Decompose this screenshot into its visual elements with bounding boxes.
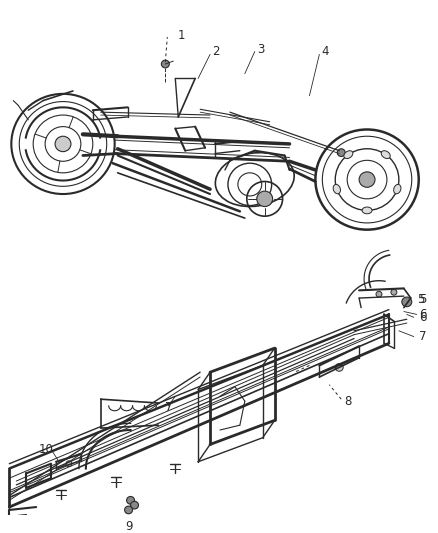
Ellipse shape xyxy=(394,184,401,194)
Text: 4: 4 xyxy=(321,45,329,58)
Text: 8: 8 xyxy=(344,394,352,408)
Text: 7: 7 xyxy=(165,401,173,414)
Circle shape xyxy=(335,364,343,372)
Circle shape xyxy=(127,496,134,504)
Circle shape xyxy=(124,506,133,514)
Text: 1: 1 xyxy=(177,29,185,42)
Circle shape xyxy=(131,501,138,509)
Circle shape xyxy=(55,136,71,152)
Text: 9: 9 xyxy=(125,520,132,532)
Circle shape xyxy=(391,289,397,295)
Ellipse shape xyxy=(362,207,372,214)
Circle shape xyxy=(161,60,170,68)
Circle shape xyxy=(402,297,412,306)
Text: 10: 10 xyxy=(39,443,54,456)
Circle shape xyxy=(359,172,375,187)
Circle shape xyxy=(376,292,382,297)
Text: 6: 6 xyxy=(419,308,426,321)
Ellipse shape xyxy=(333,184,340,194)
Ellipse shape xyxy=(344,151,353,159)
Circle shape xyxy=(257,191,273,207)
Text: 5: 5 xyxy=(419,294,426,306)
Text: 6: 6 xyxy=(419,311,426,324)
Ellipse shape xyxy=(381,151,390,159)
Circle shape xyxy=(66,461,72,466)
Text: 7: 7 xyxy=(419,330,426,343)
Circle shape xyxy=(337,149,345,157)
Text: 3: 3 xyxy=(257,43,264,56)
Text: 2: 2 xyxy=(212,45,219,58)
Text: 5: 5 xyxy=(417,294,424,306)
